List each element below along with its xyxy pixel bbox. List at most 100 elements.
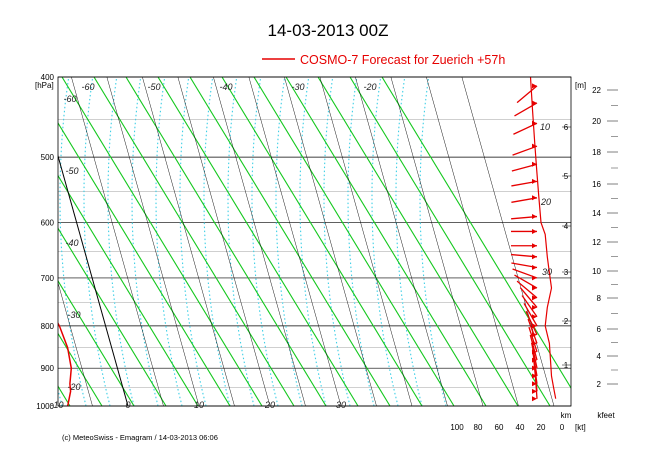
- wind-barbs: 10 20 30: [511, 76, 557, 402]
- isotherm-layer: -60 -50 -40 -30 -20 -60 -50 -40 -30 -20: [0, 77, 555, 406]
- isotherm: [177, 77, 271, 406]
- dry-adiabat: [381, 77, 571, 389]
- wind-barb-head: [532, 285, 537, 291]
- dry-adiabat: [125, 77, 327, 406]
- isotherm: [0, 77, 22, 406]
- dry-adiabat: [221, 77, 423, 406]
- wind-barb-head: [532, 243, 537, 249]
- isotherm: [0, 77, 57, 406]
- x-tick-label: 10: [194, 400, 204, 410]
- wind-barb-head: [532, 83, 537, 89]
- y-tick-label: 500: [41, 153, 55, 162]
- x-tick-label: -10: [50, 400, 63, 410]
- height-m-unit: [m]: [575, 81, 586, 90]
- isotherm: [390, 77, 484, 406]
- moist-adiabat: [347, 77, 375, 406]
- wind-barb-head: [532, 304, 537, 310]
- moist-adiabat: [371, 77, 399, 406]
- kfeet-label: 10: [592, 267, 601, 276]
- wind-barb: [529, 334, 538, 361]
- dry-adiabat: [58, 332, 103, 406]
- moist-adiabat: [155, 77, 183, 406]
- wind-barb: [530, 342, 538, 369]
- wind-profile-label: 10: [540, 122, 550, 132]
- isotherm-label: -30: [67, 310, 80, 320]
- wind-barb: [528, 326, 538, 353]
- wind-barb-head: [532, 214, 537, 220]
- dry-adiabat: [157, 77, 359, 406]
- kfeet-label: 22: [592, 86, 601, 95]
- grid-layer: [58, 76, 571, 407]
- plot-frame: [57, 76, 572, 407]
- y-tick-label: 700: [41, 274, 55, 283]
- isotherm: [71, 77, 164, 406]
- dry-adiabat: [58, 174, 199, 406]
- kfeet-label: 4: [597, 352, 602, 361]
- legend: COSMO-7 Forecast for Zuerich +57h: [262, 53, 505, 67]
- wind-barb: [527, 318, 538, 344]
- series-layer: [58, 322, 73, 406]
- wind-tick-label: 20: [537, 423, 546, 432]
- isotherm-label: -20: [67, 382, 80, 392]
- wind-barb: [514, 274, 538, 289]
- dry-adiabat: [93, 77, 295, 406]
- wind-tick-label: 0: [560, 423, 565, 432]
- kfeet-label: 12: [592, 238, 601, 247]
- moist-adiabat: [251, 77, 279, 406]
- y-tick-label: 800: [41, 322, 55, 331]
- credit-text: (c) MeteoSwiss - Emagram / 14-03-2013 06…: [62, 433, 218, 442]
- wind-barb-head: [532, 178, 537, 184]
- isotherm: [319, 77, 413, 406]
- wind-barb: [516, 85, 538, 104]
- height-m-label: 6: [564, 123, 569, 132]
- kfeet-label: 2: [597, 380, 602, 389]
- wind-barb-head: [532, 161, 537, 167]
- wind-tick-label: 100: [450, 423, 464, 432]
- isotherm: [106, 77, 200, 406]
- x-tick-label: 30: [336, 400, 346, 410]
- wind-barb-head: [532, 100, 537, 106]
- height-m-label: 4: [564, 222, 569, 231]
- isotherm: [213, 77, 306, 406]
- dry-adiabat: [58, 122, 231, 406]
- isotherm-label: -60: [63, 94, 76, 104]
- isotherm: [426, 77, 519, 406]
- y-tick-label: 900: [41, 364, 55, 373]
- wind-barb: [514, 102, 538, 117]
- isotherm-label: -30: [291, 82, 304, 92]
- x-tick-label: 0: [125, 400, 130, 410]
- isotherm: [142, 77, 235, 406]
- chart-title: 14-03-2013 00Z: [268, 21, 389, 40]
- wind-barb-head: [532, 120, 537, 126]
- isotherm-major: [58, 154, 129, 406]
- moist-adiabat: [12, 77, 38, 406]
- wind-profile-label: 20: [540, 197, 551, 207]
- wind-barb-head: [532, 195, 537, 201]
- wind-tick-label: 80: [474, 423, 483, 432]
- isotherm: [58, 281, 93, 406]
- dry-adiabat: [0, 77, 38, 406]
- wind-barb-head: [532, 388, 537, 394]
- wind-barb: [519, 287, 538, 308]
- adiabat-layer: [0, 77, 571, 406]
- kfeet-label: 14: [592, 209, 601, 218]
- isotherm: [461, 77, 555, 406]
- wind-barb-head: [532, 275, 537, 281]
- y-axis-unit: [hPa]: [35, 81, 54, 90]
- wind-speed-line: [529, 76, 557, 399]
- isotherm: [248, 77, 342, 406]
- isotherm-label: -20: [363, 82, 376, 92]
- isotherm-label: -60: [81, 82, 94, 92]
- wind-tick-label: 60: [495, 423, 504, 432]
- wind-profile-label: 30: [542, 267, 552, 277]
- dry-adiabat: [58, 279, 135, 406]
- y-tick-label: 1000: [36, 402, 54, 411]
- height-m-label: 1: [564, 361, 569, 370]
- height-m-label: 3: [564, 268, 569, 277]
- wind-barb-head: [532, 228, 537, 234]
- dry-adiabat: [253, 77, 455, 406]
- dry-adiabat: [58, 227, 167, 406]
- isotherm: [284, 77, 377, 406]
